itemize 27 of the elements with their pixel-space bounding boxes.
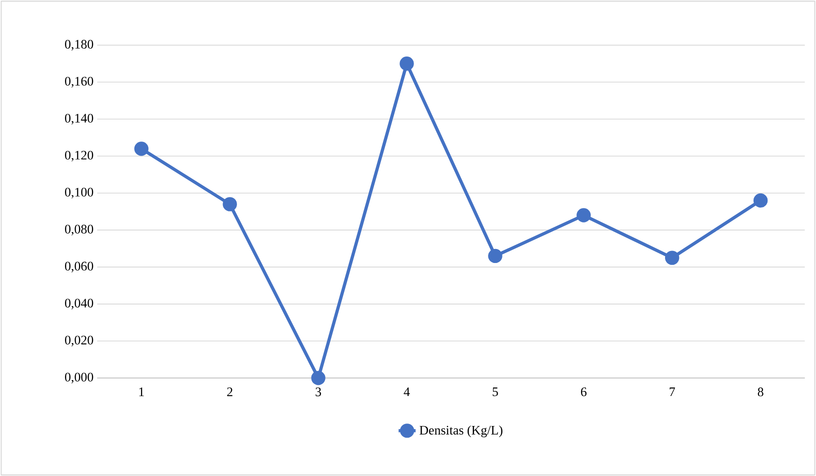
x-tick-label: 4 <box>404 387 410 396</box>
point <box>311 370 326 386</box>
y-tick-label: 0,140 <box>65 114 94 124</box>
point <box>488 248 502 263</box>
y-tick-label: 0,020 <box>65 336 94 346</box>
x-tick-label: 7 <box>670 387 675 396</box>
point <box>400 56 414 71</box>
y-tick-label: 0,040 <box>65 298 94 310</box>
y-tick-label: 0,100 <box>65 188 94 198</box>
y-tick-label: 0,180 <box>65 40 94 50</box>
y-tick-label: 0,080 <box>65 224 94 236</box>
legend-label: Densitas (Kg/L) <box>420 425 502 438</box>
x-tick-label: 8 <box>758 387 764 396</box>
point <box>134 142 148 156</box>
x-tick-label: 5 <box>492 387 498 396</box>
point <box>576 208 591 222</box>
y-tick-label: 0,000 <box>65 372 94 384</box>
point <box>222 197 237 212</box>
point <box>753 193 768 208</box>
x-tick-label: 1 <box>139 387 144 396</box>
y-tick-label: 0,120 <box>65 150 94 162</box>
x-tick-label: 6 <box>580 387 587 396</box>
x-tick-label: 2 <box>227 387 232 396</box>
y-tick-label: 0,060 <box>65 262 94 272</box>
x-tick-label: 3 <box>316 387 322 396</box>
point <box>665 250 680 265</box>
y-tick-label: 0,160 <box>65 76 94 88</box>
